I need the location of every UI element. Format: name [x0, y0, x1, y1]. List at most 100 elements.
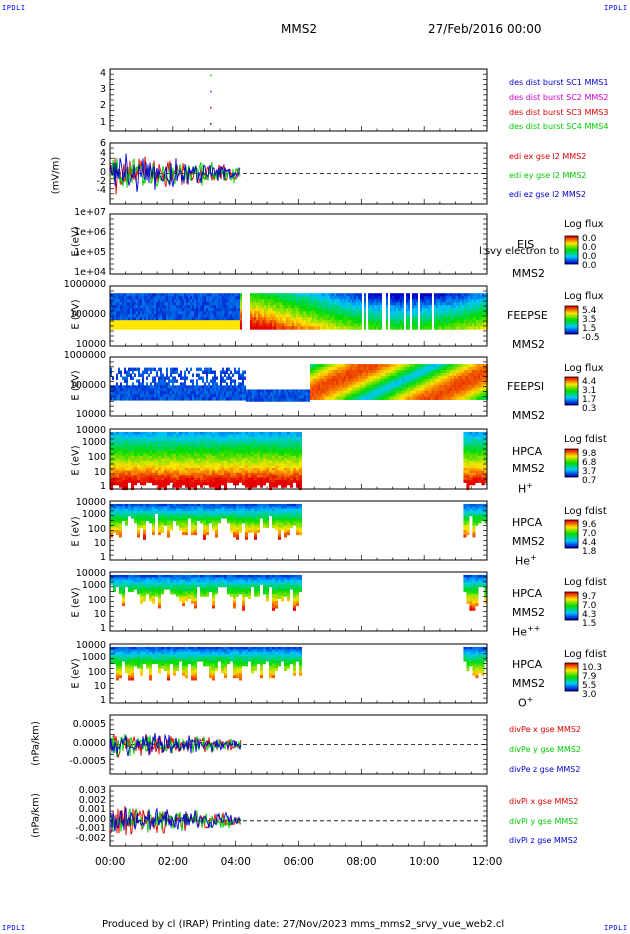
hpca_h-heat-cell	[131, 470, 134, 474]
feeps_i-heat-cell	[480, 381, 482, 386]
hpca_h-heat-cell	[215, 463, 218, 467]
feeps_i-heat-cell	[188, 370, 190, 375]
feeps_e-heat-cell	[412, 314, 414, 318]
feeps_i-heat-cell	[412, 381, 414, 386]
feeps_e-heat-cell	[182, 314, 184, 318]
feeps_i-heat-cell	[172, 376, 174, 380]
hpca_h-heat-cell	[113, 441, 116, 445]
hpca_h-heat-cell	[215, 472, 218, 476]
feeps_e-heat-cell	[476, 314, 478, 318]
feeps_i-heat-cell	[246, 392, 248, 396]
feeps_i-heat-cell	[324, 378, 326, 383]
feeps_e-heat-cell	[276, 314, 278, 318]
feeps_i-heat-cell	[132, 376, 134, 380]
feeps_e-heat-cell	[188, 293, 190, 297]
hpca_h-heat-cell	[194, 439, 197, 443]
feeps_e-heat-cell	[148, 308, 150, 312]
feeps_e-heat-cell	[252, 317, 254, 321]
feeps_e-heat-cell	[448, 308, 450, 312]
feeps_e-heat-cell	[352, 314, 354, 318]
feeps_i-heat-cell	[316, 375, 318, 380]
feeps_i-heat-cell	[120, 373, 122, 377]
feeps_e-heat-cell	[270, 314, 272, 318]
feeps_e-heat-cell	[136, 317, 138, 321]
feeps_e-heat-cell	[228, 299, 230, 303]
feeps_i-heat-cell	[340, 390, 342, 395]
feeps_e-heat-cell	[348, 314, 350, 318]
feeps_i-heat-cell	[354, 364, 356, 368]
feeps_i-heat-cell	[224, 379, 226, 383]
feeps_e-heat-cell	[334, 323, 336, 327]
feeps_i-heat-cell	[172, 388, 174, 392]
hpca_h-heat-cell	[149, 465, 152, 469]
feeps_e-heat-cell	[272, 299, 274, 303]
feeps_i-heat-cell	[368, 364, 370, 368]
feeps_e-heat-cell	[140, 311, 142, 315]
feeps_i-heat-cell	[420, 369, 422, 374]
feeps_e-heat-cell	[474, 311, 476, 315]
feeps_i-heat-cell	[324, 381, 326, 386]
feeps_e-heat-cell	[166, 302, 168, 306]
feeps_e-heat-cell	[260, 311, 262, 315]
feeps_e-heat-cell	[422, 296, 424, 300]
feeps_e-heat-cell	[174, 308, 176, 312]
feeps_i-heat-cell	[292, 395, 294, 399]
feeps_i-heat-cell	[344, 381, 346, 386]
hpca_h-heat-cell	[149, 446, 152, 450]
feeps_i-heat-cell	[412, 387, 414, 392]
feeps_e-heat-cell	[434, 305, 436, 309]
feeps_i-heat-cell	[398, 384, 400, 389]
feeps_i-heat-cell	[330, 387, 332, 392]
hpca_h-heat-cell	[206, 480, 209, 483]
feeps_e-heat-cell	[222, 320, 224, 324]
feeps_e-heat-cell	[218, 326, 220, 330]
footer-text: Produced by cl (IRAP) Printing date: 27/…	[102, 919, 505, 930]
feeps_e-heat-cell	[342, 293, 344, 297]
hpca_h-heat-cell	[137, 441, 140, 445]
hpca_h-heat-cell	[203, 470, 206, 474]
hpca_h-heat-cell	[137, 451, 140, 455]
feeps_e-heat-cell	[450, 311, 452, 315]
feeps_e-heat-cell	[186, 326, 188, 330]
feeps_i-heat-cell	[128, 370, 130, 375]
hpca_h-heat-cell	[131, 477, 134, 481]
feeps_e-heat-cell	[280, 302, 282, 306]
feeps_e-heat-cell	[256, 323, 258, 327]
feeps_i-heat-cell	[348, 390, 350, 395]
feeps_i-heat-cell	[260, 389, 262, 393]
feeps_e-heat-cell	[256, 302, 258, 306]
hpca_h-heat-cell	[167, 441, 170, 445]
feeps_i-heat-cell	[132, 367, 134, 372]
hpca_h-heat-cell	[176, 453, 179, 457]
feeps_i-heat-cell	[476, 364, 478, 368]
feeps_i-heat-cell	[396, 396, 398, 400]
feeps_e-heat-cell	[202, 293, 204, 297]
feeps_e-heat-cell	[124, 323, 126, 327]
hpca_h-heat-cell	[212, 432, 215, 435]
feeps_e-heat-cell	[330, 293, 332, 297]
feeps_i-heat-cell	[110, 388, 112, 392]
feeps_e-heat-cell	[394, 320, 396, 324]
feeps_e-heat-cell	[454, 299, 456, 303]
feeps_e-heat-cell	[434, 320, 436, 324]
feeps_i-heat-cell	[336, 381, 338, 386]
hpca_h-heat-cell	[164, 436, 167, 440]
feeps_e-heat-cell	[254, 314, 256, 318]
hpca_h-heat-cell	[185, 482, 188, 486]
feeps_e-heat-cell	[134, 326, 136, 330]
feeps_i-heat-cell	[178, 373, 180, 377]
feeps_e-heat-cell	[396, 320, 398, 324]
hpca_h-heat-cell	[149, 448, 152, 452]
feeps_e-heat-cell	[136, 326, 138, 330]
hpca_h-heat-cell	[113, 475, 116, 479]
feeps_i-heat-cell	[408, 381, 410, 386]
feeps_e-heat-cell	[472, 317, 474, 321]
feeps_e-heat-cell	[320, 317, 322, 321]
feeps_e-heat-cell	[450, 302, 452, 306]
feeps_e-heat-cell	[228, 323, 230, 327]
feeps_i-heat-cell	[438, 396, 440, 400]
feeps_i-heat-cell	[246, 389, 248, 393]
feeps_e-heat-cell	[324, 293, 326, 297]
feeps_e-heat-cell	[122, 293, 124, 297]
feeps_i-heat-cell	[328, 369, 330, 374]
